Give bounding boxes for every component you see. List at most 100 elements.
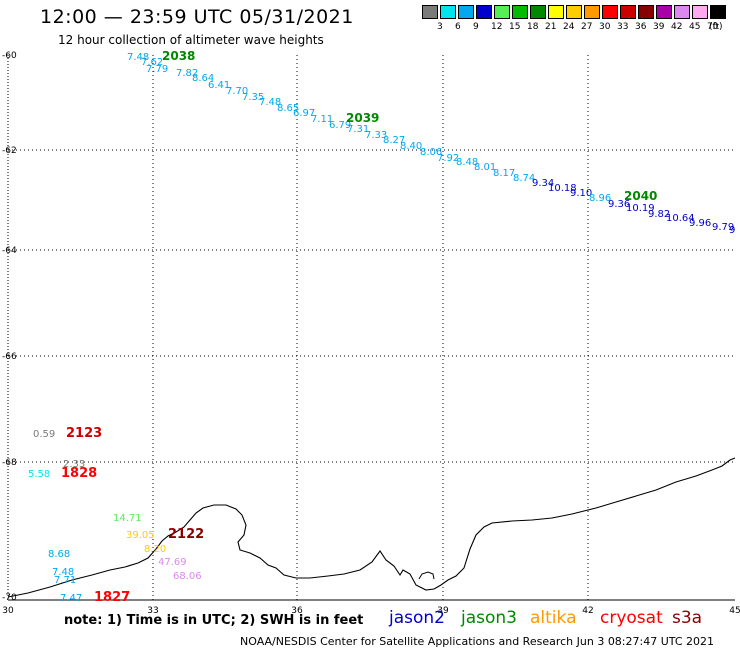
legend-label: 24 (563, 22, 575, 32)
wave-height-value: 8.20 (144, 544, 166, 555)
wave-height-value: 7.33 (365, 130, 387, 141)
satellite-name-cryosat: cryosat (600, 608, 663, 628)
legend-label: 21 (545, 22, 557, 32)
legend-swatch (638, 5, 654, 19)
wave-height-value: 8.65 (277, 103, 299, 114)
coastline (7, 457, 736, 598)
pass-time-label: 1828 (61, 466, 97, 481)
wave-height-value: 8.96 (589, 193, 611, 204)
wave-height-value: 9 (729, 225, 735, 236)
wave-height-value: 14.71 (113, 513, 142, 524)
wave-height-value: 8.64 (192, 73, 214, 84)
legend-label: 70 (707, 22, 719, 32)
legend-label: 39 (653, 22, 665, 32)
x-tick-label: 42 (582, 606, 593, 616)
wave-height-value: 7.48 (127, 52, 149, 63)
wave-height-value: 8.40 (400, 141, 422, 152)
y-tick-label: -68 (2, 458, 17, 468)
lat-lon-grid (8, 55, 735, 600)
wave-height-value: 10.19 (626, 203, 655, 214)
pass-time-label: 2038 (162, 49, 195, 63)
wave-height-value: 8.48 (456, 157, 478, 168)
pass-time-label: 1827 (94, 590, 130, 605)
legend-swatch (710, 5, 726, 19)
wave-height-value: 7.70 (226, 86, 248, 97)
legend-swatch (566, 5, 582, 19)
legend-label: 30 (599, 22, 611, 32)
legend-swatch (584, 5, 600, 19)
wave-height-value: 39.05 (126, 530, 155, 541)
wave-height-value: 6.41 (208, 80, 230, 91)
wave-height-value: 9.10 (570, 188, 592, 199)
legend-swatch (512, 5, 528, 19)
satellite-name-altika: altika (530, 608, 577, 628)
legend-label: 45 (689, 22, 701, 32)
legend-swatch (602, 5, 618, 19)
satellite-name-jason2: jason2 (389, 608, 445, 628)
wave-height-value: 68.06 (173, 571, 202, 582)
wave-height-value: 7.62 (141, 57, 163, 68)
y-tick-label: -64 (2, 246, 17, 256)
pass-time-label: 2123 (66, 426, 102, 441)
wave-height-value: 7.35 (242, 92, 264, 103)
legend-swatch (548, 5, 564, 19)
satellite-name-jason3: jason3 (461, 608, 517, 628)
legend-swatch (476, 5, 492, 19)
wave-height-value: 8.27 (383, 135, 405, 146)
wave-height-value: 7.71 (54, 575, 76, 586)
wave-height-value: 2.33 (63, 459, 85, 470)
altimeter-tracks: 7.487.627.79 7.828.646.417.707.357.488.65… (127, 49, 735, 236)
legend-label: 42 (671, 22, 683, 32)
map-title: 12:00 — 23:59 UTC 05/31/2021 (40, 6, 354, 28)
y-tick-label: -70 (2, 593, 17, 603)
legend-label: 6 (455, 22, 461, 32)
legend-swatch (692, 5, 708, 19)
wave-height-value: 7.11 (311, 114, 333, 125)
pass-time-label: 2122 (168, 527, 204, 542)
wave-height-value: 47.69 (158, 557, 187, 568)
legend-unit: (ft) (709, 22, 723, 32)
wave-height-value: 8.01 (474, 162, 496, 173)
wave-height-value: 7.79 (146, 64, 168, 75)
legend-label: 3 (437, 22, 443, 32)
antarctic-coastline (7, 457, 736, 598)
wave-height-value: 7.48 (259, 97, 281, 108)
altimeter-pass: 7.317.338.278.408.067.928.488.018.178.74… (346, 111, 630, 210)
map-subtitle: 12 hour collection of altimeter wave hei… (58, 33, 324, 47)
wave-height-value: 7.82 (176, 68, 198, 79)
legend-label: 15 (509, 22, 521, 32)
wave-height-value: 9.34 (532, 178, 554, 189)
x-tick-label: 39 (437, 606, 449, 616)
pass-time-label: 2040 (624, 189, 657, 203)
x-tick-label: 30 (2, 606, 14, 616)
credit-line: NOAA/NESDIS Center for Satellite Applica… (240, 635, 715, 648)
altimeter-pass: 7.487.627.79 7.828.646.417.707.357.488.65… (127, 49, 351, 131)
axis-tick-labels: 30 33 36 39 42 45 -60 -62 -64 -66 -68 -70 (2, 51, 740, 616)
legend-swatch (422, 5, 438, 19)
footer-note: note: 1) Time is in UTC; 2) SWH is in fe… (64, 613, 364, 628)
legend-swatch (656, 5, 672, 19)
legend-label: 18 (527, 22, 539, 32)
x-tick-label: 45 (729, 606, 740, 616)
legend-label: 27 (581, 22, 593, 32)
coastline-inlet (418, 571, 435, 580)
wave-height-value: 7.92 (437, 153, 459, 164)
wave-height-value: 10.64 (666, 213, 695, 224)
wave-height-value: 10.18 (548, 183, 577, 194)
y-tick-label: -66 (2, 352, 17, 362)
wave-height-value: 7.31 (347, 124, 369, 135)
wave-height-value: 9.36 (608, 199, 630, 210)
x-tick-label: 36 (291, 606, 303, 616)
wave-height-value: 8.68 (48, 549, 70, 560)
legend-label: 36 (635, 22, 647, 32)
pass-time-label: 2039 (346, 111, 379, 125)
satellite-name-s3a: s3a (672, 608, 703, 628)
legend-swatch (530, 5, 546, 19)
wave-height-value: 8.74 (513, 173, 535, 184)
wave-height-value: 7.47 (60, 593, 82, 604)
y-tick-label: -60 (2, 51, 17, 61)
legend-swatch (440, 5, 456, 19)
